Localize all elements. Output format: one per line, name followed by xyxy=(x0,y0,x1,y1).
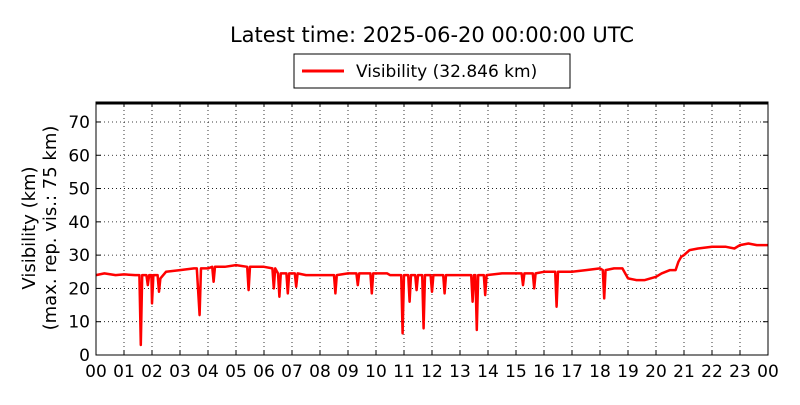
plot-area xyxy=(96,102,768,355)
legend: Visibility (32.846 km) xyxy=(293,53,571,89)
y-tick-label: 20 xyxy=(68,279,90,299)
x-tick-label: 09 xyxy=(337,362,359,382)
y-tick-label: 0 xyxy=(79,346,90,366)
series-layer xyxy=(95,242,768,347)
y-axis-label-line2: (max. rep. vis.: 75 km) xyxy=(40,126,61,331)
y-tick-label: 10 xyxy=(68,313,90,333)
y-tick-label: 30 xyxy=(68,246,90,266)
x-tick-label: 08 xyxy=(309,362,331,382)
x-tick-label: 00 xyxy=(85,362,107,382)
x-tick-label: 19 xyxy=(617,362,639,382)
chart-title: Latest time: 2025-06-20 00:00:00 UTC xyxy=(230,23,634,47)
x-tick-label: 20 xyxy=(645,362,667,382)
x-tick-label: 14 xyxy=(477,362,499,382)
x-tick-label: 05 xyxy=(225,362,247,382)
x-tick-label: 04 xyxy=(197,362,219,382)
ticks xyxy=(95,102,769,356)
x-tick-label: 06 xyxy=(253,362,275,382)
x-tick-label: 01 xyxy=(113,362,135,382)
x-tick-label: 17 xyxy=(561,362,583,382)
y-tick-label: 40 xyxy=(68,213,90,233)
x-tick-label: 18 xyxy=(589,362,611,382)
grid xyxy=(96,102,768,355)
x-tick-label: 03 xyxy=(169,362,191,382)
series-line-0 xyxy=(95,242,768,347)
x-tick-label: 00 xyxy=(757,362,779,382)
x-tick-label: 22 xyxy=(701,362,723,382)
x-tick-label: 16 xyxy=(533,362,555,382)
y-tick-label: 60 xyxy=(68,146,90,166)
x-tick-label: 21 xyxy=(673,362,695,382)
x-tick-label: 11 xyxy=(393,362,415,382)
x-tick-label: 02 xyxy=(141,362,163,382)
x-tick-label: 23 xyxy=(729,362,751,382)
x-tick-label: 07 xyxy=(281,362,303,382)
x-tick-label: 13 xyxy=(449,362,471,382)
legend-label: Visibility (32.846 km) xyxy=(356,62,537,82)
x-tick-label: 12 xyxy=(421,362,443,382)
x-tick-label: 15 xyxy=(505,362,527,382)
y-tick-label: 70 xyxy=(68,113,90,133)
x-tick-labels: 00 01 02 03 04 05 06 07 08 09 10 11 12 13 14 15 16 17 18 19… xyxy=(85,362,779,382)
y-tick-labels: 0 10 20 30 40 50 60 70 xyxy=(68,113,90,366)
y-axis-label-line1: Visibility (km) xyxy=(19,166,40,289)
x-tick-label: 10 xyxy=(365,362,387,382)
y-tick-label: 50 xyxy=(68,180,90,200)
